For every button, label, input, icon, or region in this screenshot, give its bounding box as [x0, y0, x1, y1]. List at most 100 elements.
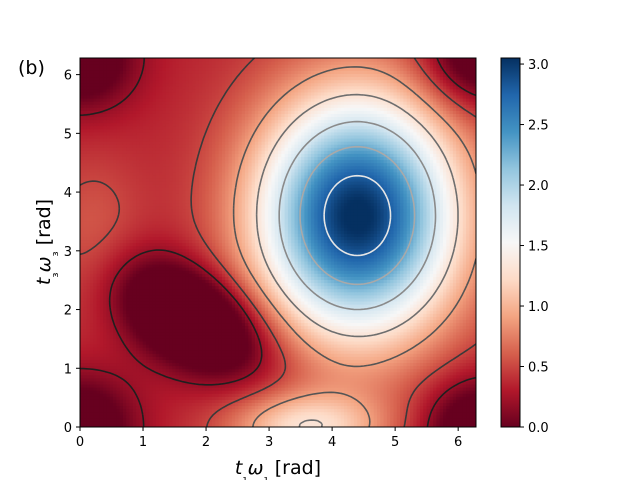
heatmap-cell	[185, 408, 190, 413]
heatmap-cell	[370, 405, 375, 410]
heatmap-cell	[337, 405, 342, 410]
heatmap-cell	[324, 383, 329, 388]
heatmap-cell	[344, 396, 348, 400]
heatmap-cell	[169, 408, 173, 413]
heatmap-cell	[86, 387, 91, 391]
heatmap-cell	[327, 405, 332, 410]
heatmap-cell	[284, 417, 289, 422]
heatmap-cell	[383, 390, 388, 394]
heatmap-cell	[83, 420, 88, 425]
heatmap-cell	[159, 371, 164, 376]
heatmap-cell	[142, 377, 147, 382]
heatmap-cell	[334, 405, 338, 410]
heatmap-cell	[113, 423, 117, 427]
heatmap-cell	[439, 390, 444, 394]
heatmap-cell	[235, 396, 239, 400]
heatmap-cell	[126, 420, 131, 425]
heatmap-cell	[357, 396, 362, 400]
heatmap-cell	[185, 420, 190, 425]
heatmap-cell	[287, 420, 292, 425]
heatmap-cell	[215, 374, 220, 379]
heatmap-cell	[142, 393, 147, 397]
heatmap-cell	[436, 420, 441, 425]
heatmap-cell	[142, 411, 147, 416]
heatmap-cell	[416, 393, 421, 397]
heatmap-cell	[291, 393, 296, 397]
heatmap-cell	[413, 414, 418, 419]
heatmap-cell	[251, 414, 256, 419]
heatmap-cell	[443, 380, 447, 385]
heatmap-cell	[386, 420, 391, 425]
heatmap-cell	[330, 414, 335, 419]
heatmap-cell	[96, 377, 101, 382]
heatmap-cell	[449, 383, 454, 388]
heatmap-cell	[357, 390, 362, 394]
heatmap-cell	[452, 377, 457, 382]
heatmap-cell	[235, 414, 239, 419]
heatmap-cell	[231, 393, 236, 397]
heatmap-cell	[113, 396, 117, 400]
heatmap-cell	[340, 417, 345, 422]
heatmap-cell	[198, 371, 203, 376]
heatmap-cell	[103, 390, 107, 394]
heatmap-cell	[380, 380, 385, 385]
heatmap-cell	[353, 377, 358, 382]
heatmap-cell	[284, 408, 289, 413]
heatmap-cell	[221, 396, 226, 400]
heatmap-cell	[304, 380, 309, 385]
heatmap-cell	[456, 390, 461, 394]
heatmap-cell	[152, 396, 157, 400]
heatmap-cell	[208, 390, 213, 394]
heatmap-cell	[142, 383, 147, 388]
heatmap-cell	[228, 371, 233, 376]
heatmap-cell	[396, 402, 401, 407]
heatmap-cell	[96, 371, 101, 376]
heatmap-cell	[403, 411, 408, 416]
heatmap-cell	[212, 374, 216, 379]
heatmap-cell	[106, 420, 111, 425]
heatmap-cell	[347, 411, 352, 416]
heatmap-cell	[340, 380, 345, 385]
heatmap-cell	[215, 402, 220, 407]
heatmap-cell	[119, 423, 124, 427]
heatmap-cell	[139, 390, 144, 394]
heatmap-cell	[241, 399, 246, 403]
heatmap-cell	[238, 383, 243, 388]
heatmap-cell	[228, 408, 233, 413]
heatmap-cell	[188, 377, 193, 382]
heatmap-cell	[367, 405, 371, 410]
heatmap-cell	[195, 411, 200, 416]
heatmap-cell	[122, 420, 127, 425]
heatmap-cell	[80, 399, 84, 403]
heatmap-cell	[357, 411, 362, 416]
heatmap-cell	[122, 402, 127, 407]
heatmap-cell	[469, 420, 474, 425]
heatmap-cell	[106, 390, 111, 394]
heatmap-cell	[472, 417, 476, 422]
heatmap-cell	[433, 411, 437, 416]
heatmap-cell	[370, 420, 375, 425]
heatmap-cell	[443, 420, 447, 425]
heatmap-cell	[452, 402, 457, 407]
heatmap-cell	[86, 402, 91, 407]
heatmap-cell	[291, 374, 296, 379]
heatmap-cell	[462, 408, 467, 413]
heatmap-cell	[198, 390, 203, 394]
heatmap-cell	[225, 396, 230, 400]
heatmap-cell	[337, 377, 342, 382]
heatmap-cell	[284, 393, 289, 397]
heatmap-cell	[307, 411, 312, 416]
heatmap-cell	[462, 380, 467, 385]
heatmap-cell	[129, 420, 134, 425]
heatmap-cell	[202, 393, 206, 397]
heatmap-cell	[268, 423, 272, 427]
heatmap-cell	[347, 377, 352, 382]
heatmap-cell	[149, 423, 154, 427]
heatmap-cell	[294, 414, 299, 419]
heatmap-cell	[377, 390, 381, 394]
heatmap-cell	[146, 387, 150, 391]
heatmap-cell	[433, 414, 437, 419]
heatmap-cell	[106, 374, 111, 379]
heatmap-cell	[122, 423, 127, 427]
heatmap-cell	[248, 411, 253, 416]
